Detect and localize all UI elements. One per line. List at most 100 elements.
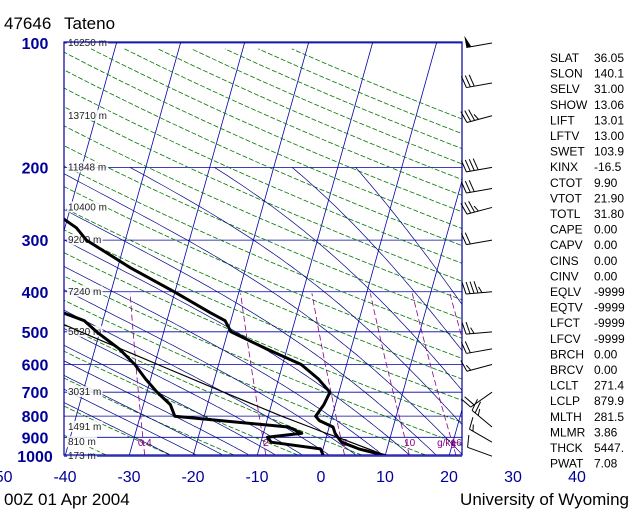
dry-adiabat [64, 69, 462, 247]
index-value: 3.86 [594, 425, 618, 439]
index-value: 879.9 [594, 394, 624, 408]
wind-barb [467, 434, 493, 457]
moist-adiabat [214, 167, 462, 391]
index-value: 13.00 [594, 129, 624, 143]
moist-adiabat [64, 173, 462, 455]
height-label: 173 m [68, 451, 96, 462]
plot-frame [63, 41, 463, 456]
index-value: 0.00 [594, 238, 618, 252]
wind-barb [460, 232, 493, 246]
temperature-tick-label: -20 [181, 469, 204, 486]
index-value: -9999 [594, 332, 625, 346]
index-key: VTOT [550, 191, 582, 205]
dry-adiabat [64, 299, 426, 455]
height-label: 13710 m [68, 111, 107, 122]
wind-barb [460, 341, 493, 354]
moist-adiabat [291, 167, 462, 352]
index-value: 5447. [594, 441, 624, 455]
pressure-tick-label: 1000 [17, 449, 53, 466]
pressure-tick-label: 900 [22, 430, 49, 447]
wind-barb [461, 281, 493, 295]
wind-barb [461, 321, 493, 335]
isotherm-line [256, 42, 374, 455]
index-value: 0.00 [594, 254, 618, 268]
index-key: CAPV [550, 238, 583, 252]
wind-barb [460, 360, 493, 372]
wind-barb [460, 74, 493, 89]
isotherm-line [384, 179, 462, 455]
wind-barb [469, 417, 493, 443]
height-label: 5620 m [68, 327, 101, 338]
wind-barb [460, 109, 493, 123]
mixing-ratio-line [129, 293, 146, 455]
index-value: 31.00 [594, 82, 624, 96]
height-label-bg [67, 436, 97, 448]
index-value: 281.5 [594, 410, 624, 424]
temperature-tick-label: 20 [440, 469, 458, 486]
station-name: Tateno [64, 14, 115, 33]
moist-adiabat [64, 208, 436, 455]
temperature-tick-label: -30 [117, 469, 140, 486]
height-label-bg [67, 201, 109, 213]
moist-adiabat [64, 309, 329, 455]
height-label: 10400 m [68, 202, 107, 213]
moist-adiabat [64, 344, 275, 455]
dry-adiabat [64, 87, 462, 264]
index-value: 0.00 [594, 363, 618, 377]
pressure-tick-label: 600 [22, 358, 49, 375]
isotherm-line [128, 42, 246, 455]
index-key: KINX [550, 160, 578, 174]
mixing-ratio-label: 10 [404, 438, 416, 449]
mixing-ratio-line [370, 293, 410, 455]
moist-adiabat [64, 402, 170, 455]
index-value: 0.00 [594, 269, 618, 283]
wind-barb [460, 201, 493, 215]
index-value: 0.00 [594, 223, 618, 237]
temperature-tick-label: -10 [245, 469, 268, 486]
height-label: 9200 m [68, 235, 101, 246]
index-key: EQTV [550, 301, 583, 315]
dry-adiabat [64, 186, 462, 359]
index-value: 103.9 [594, 145, 624, 159]
index-key: CINS [550, 254, 579, 268]
index-key: SLON [550, 67, 583, 81]
index-value: 36.05 [594, 51, 624, 65]
height-label: 1491 m [68, 422, 101, 433]
index-key: CAPE [550, 223, 583, 237]
station-id: 47646 [4, 14, 51, 33]
index-key: CTOT [550, 176, 583, 190]
isotherm-line [320, 42, 438, 455]
moist-adiabat [355, 167, 462, 305]
height-label-bg [67, 325, 103, 337]
wind-barbs [460, 35, 493, 457]
dewpoint-profile [64, 311, 325, 455]
mixing-ratio-label: 16 [451, 438, 463, 449]
dry-adiabat [64, 229, 462, 401]
index-value: 140.1 [594, 67, 624, 81]
pressure-tick-label: 500 [22, 325, 49, 342]
dry-adiabat [64, 106, 462, 282]
observation-time: 00Z 01 Apr 2004 [4, 490, 130, 509]
index-key: BRCV [550, 363, 583, 377]
wind-barb [461, 391, 493, 408]
height-label: 11848 m [68, 162, 106, 173]
temperature-tick-label: -50 [0, 469, 13, 486]
index-value: -9999 [594, 285, 625, 299]
height-label-bg [67, 285, 103, 297]
index-key: LCLT [550, 379, 579, 393]
dry-adiabat [64, 405, 171, 455]
index-key: LFCT [550, 316, 581, 330]
temperature-tick-label: -40 [53, 469, 76, 486]
index-key: SELV [550, 82, 580, 96]
dry-adiabat [64, 165, 462, 339]
moist-adiabat [64, 289, 356, 455]
moist-adiabat [129, 167, 462, 426]
temperature-profile [64, 217, 388, 455]
height-label-bg [67, 109, 109, 121]
dry-adiabat [64, 377, 235, 455]
stability-indices-table: SLAT 36.05 SLON 140.1 SELV 31.00 SHOW 13.06 LIFT… [550, 51, 625, 471]
moist-adiabat [64, 239, 410, 455]
height-label: 16250 m [68, 38, 107, 49]
